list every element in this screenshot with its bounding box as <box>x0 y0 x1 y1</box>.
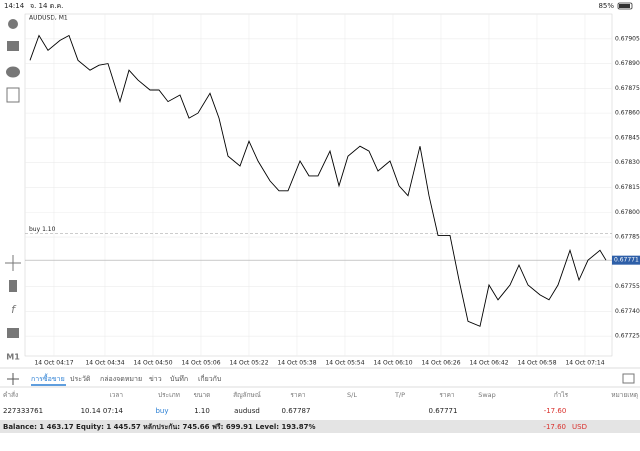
x-tick-label: 14 Oct 04:34 <box>85 360 124 367</box>
timeframe-icon[interactable]: M1 <box>6 353 20 362</box>
column-header: หมายเหตุ <box>611 391 638 399</box>
x-tick-label: 14 Oct 06:26 <box>421 360 460 367</box>
column-header: ขนาด <box>194 391 211 399</box>
y-tick-label: 0.67905 <box>615 35 640 42</box>
chat-icon[interactable] <box>6 66 20 78</box>
x-tick-label: 14 Oct 04:17 <box>34 360 73 367</box>
y-tick-label: 0.67800 <box>615 209 640 216</box>
table: คำสั่ง เวลา ประเภท ขนาด สัญลักษณ์ ราคา S/L T/P ร… <box>3 390 638 415</box>
tab[interactable]: ข่าว <box>149 375 162 383</box>
y-tick-label: 0.67755 <box>615 283 640 290</box>
x-tick-label: 14 Oct 05:54 <box>325 360 364 367</box>
order-label: buy 1.10 <box>29 226 56 233</box>
cell[interactable]: 0.67787 <box>282 407 311 415</box>
footer-bar <box>0 420 640 433</box>
price-box <box>612 255 640 265</box>
column-header: Swap <box>478 391 496 399</box>
objects-icon[interactable] <box>7 328 19 338</box>
column-header: กำไร <box>554 391 569 399</box>
tab[interactable]: บันทึก <box>170 374 188 383</box>
account-icon[interactable] <box>8 19 18 29</box>
chart: 0.67905 0.67890 0.67875 0.67860 0.67845 0.678… <box>25 14 640 367</box>
x-tick-label: 14 Oct 07:14 <box>565 360 604 367</box>
tab[interactable]: เกี่ยวกับ <box>198 374 221 383</box>
toolbar: f M1 <box>5 19 21 362</box>
cell[interactable]: 0.67771 <box>429 407 458 415</box>
y-tick-label: 0.67740 <box>615 308 640 315</box>
y-tick-label: 0.67725 <box>615 333 640 340</box>
cell[interactable]: audusd <box>234 407 260 415</box>
tab[interactable]: กล่องจดหมาย <box>100 375 142 383</box>
y-tick-label: 0.67875 <box>615 85 640 92</box>
column-header: คำสั่ง <box>3 390 18 399</box>
status-date: จ. 14 ต.ค. <box>30 2 63 10</box>
y-tick-label: 0.67860 <box>615 110 640 117</box>
candle-icon[interactable] <box>9 280 17 292</box>
new-order-icon[interactable] <box>6 87 20 103</box>
battery-icon <box>617 2 633 10</box>
column-header: S/L <box>347 391 357 399</box>
cell[interactable]: buy <box>155 407 168 415</box>
column-header: ราคา <box>290 391 305 399</box>
footer-summary: Balance: 1 463.17 Equity: 1 445.57 หลักป… <box>3 423 316 431</box>
x-tick-label: 14 Oct 05:06 <box>181 360 220 367</box>
tab[interactable]: การซื้อขาย <box>31 372 65 383</box>
cell[interactable]: 1.10 <box>194 407 210 415</box>
price-line-series <box>29 34 607 327</box>
tab[interactable]: ประวัติ <box>70 375 91 383</box>
indicator-icon[interactable]: f <box>11 303 17 316</box>
cell[interactable]: -17.60 <box>544 407 567 415</box>
chart-title: AUDUSD, M1 <box>29 15 68 22</box>
column-header: ประเภท <box>158 391 180 399</box>
layout-icon[interactable] <box>622 373 635 384</box>
trade-icon[interactable] <box>7 41 19 51</box>
column-header: ราคา <box>439 391 454 399</box>
x-tick-label: 14 Oct 06:58 <box>517 360 556 367</box>
y-tick-label: 0.67785 <box>615 234 640 241</box>
price-label: 0.67771 <box>614 257 639 264</box>
footer-currency: USD <box>572 423 587 431</box>
cell[interactable]: 227333761 <box>3 407 43 415</box>
status-time: 14:14 <box>4 2 25 10</box>
y-tick-label: 0.67830 <box>615 159 640 166</box>
column-header: สัญลักษณ์ <box>233 391 261 399</box>
x-tick-label: 14 Oct 05:22 <box>229 360 268 367</box>
y-tick-label: 0.67815 <box>615 184 640 191</box>
add-icon[interactable] <box>7 373 19 385</box>
chart-frame <box>24 13 613 357</box>
status-battery: 85% <box>598 2 614 10</box>
cell[interactable]: 10.14 07:14 <box>81 407 124 415</box>
column-header: เวลา <box>109 391 123 399</box>
x-tick-label: 14 Oct 06:10 <box>373 360 412 367</box>
footer-profit: -17.60 <box>543 423 566 431</box>
column-header: T/P <box>394 391 405 399</box>
crosshair-icon[interactable] <box>5 255 21 271</box>
y-tick-label: 0.67890 <box>615 60 640 67</box>
y-tick-label: 0.67845 <box>615 134 640 141</box>
tabs: การซื้อขาย ประวัติ กล่องจดหมาย ข่าว บันทึก เก… <box>31 372 221 386</box>
x-tick-label: 14 Oct 05:38 <box>277 360 316 367</box>
x-tick-label: 14 Oct 04:50 <box>133 360 172 367</box>
battery-level <box>619 4 630 8</box>
x-tick-label: 14 Oct 06:42 <box>469 360 508 367</box>
